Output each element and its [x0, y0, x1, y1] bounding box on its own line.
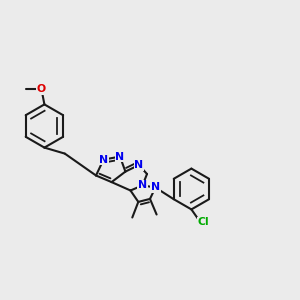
Text: N: N — [134, 160, 143, 170]
Text: N: N — [116, 152, 124, 162]
Text: N: N — [99, 154, 108, 165]
Text: O: O — [37, 84, 46, 94]
Text: N: N — [151, 182, 160, 193]
Text: Cl: Cl — [198, 217, 209, 227]
Text: N: N — [138, 180, 147, 190]
